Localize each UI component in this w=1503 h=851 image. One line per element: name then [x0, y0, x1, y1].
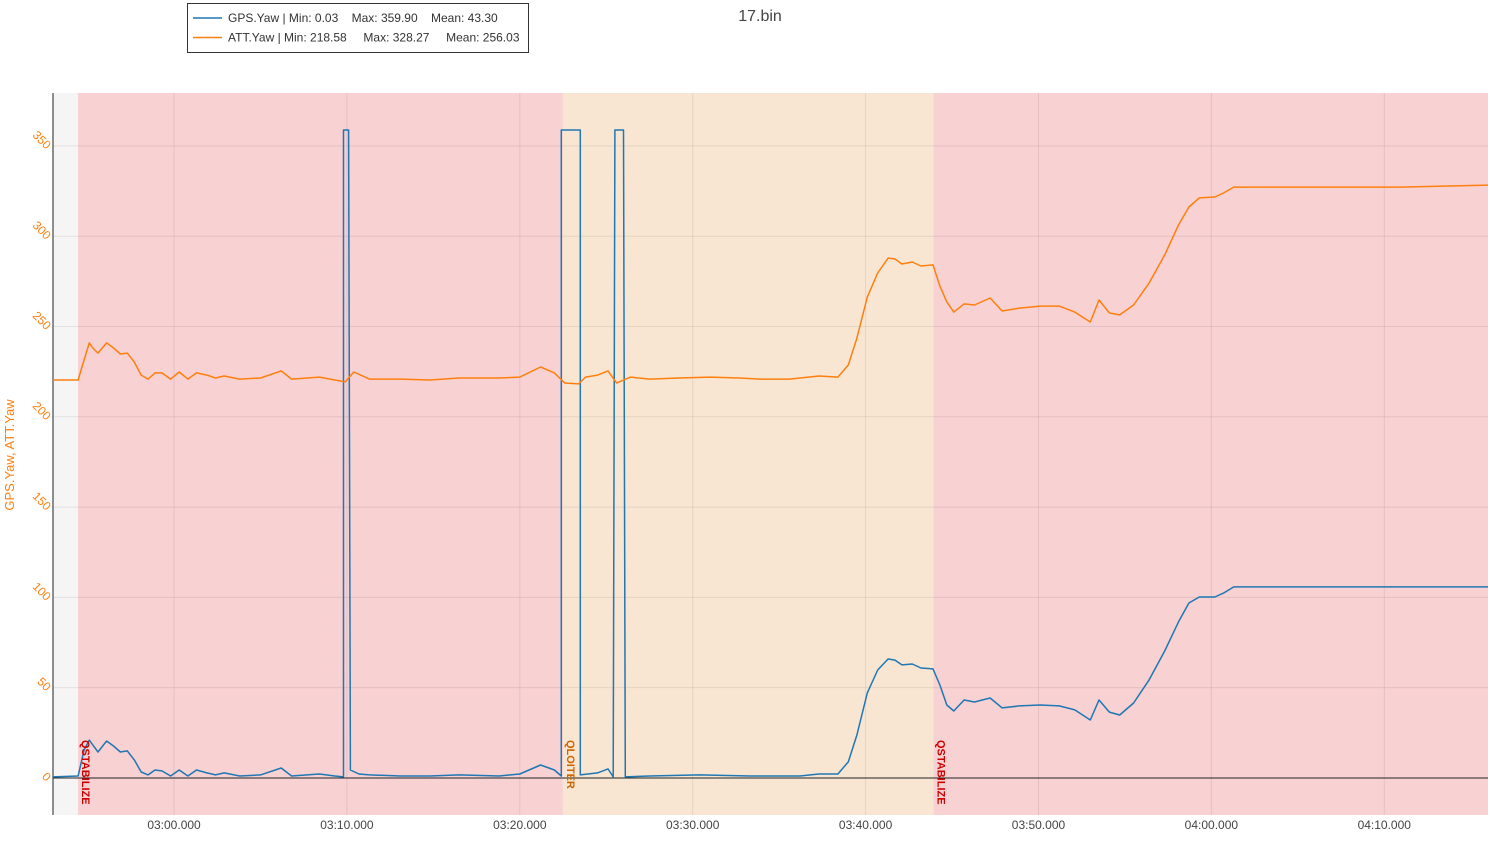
- y-tick-label: 350: [30, 128, 54, 152]
- x-tick-label: 03:50.000: [1012, 818, 1066, 832]
- x-tick-label: 03:40.000: [839, 818, 893, 832]
- y-tick-label: 100: [30, 579, 54, 603]
- y-tick-label: 50: [34, 674, 54, 694]
- x-tick-label: 04:10.000: [1358, 818, 1412, 832]
- y-tick-label: 300: [30, 218, 54, 242]
- y-tick-label: 200: [30, 399, 54, 423]
- x-tick-label: 03:20.000: [493, 818, 547, 832]
- x-tick-label: 04:00.000: [1185, 818, 1239, 832]
- y-tick-label: 0: [39, 769, 54, 784]
- series-line: [53, 184, 1489, 385]
- chart-title: 17.bin: [738, 8, 782, 25]
- y-tick-label: 150: [30, 489, 54, 513]
- mode-label: QSTABILIZE: [935, 740, 947, 805]
- mode-band: [562, 93, 934, 815]
- mode-label: QLOITER: [564, 740, 576, 789]
- mode-band: [78, 93, 563, 815]
- x-tick-label: 03:30.000: [666, 818, 720, 832]
- legend-label: GPS.Yaw | Min: 0.03 Max: 359.90 Mean: 43…: [228, 11, 498, 25]
- series-line: [52, 129, 1488, 778]
- legend-label: ATT.Yaw | Min: 218.58 Max: 328.27 Mean: …: [228, 31, 520, 45]
- mode-label: QSTABILIZE: [79, 740, 91, 805]
- legend-box: [187, 3, 529, 53]
- y-tick-label: 250: [30, 309, 54, 333]
- y-axis-label: GPS.Yaw, ATT.Yaw: [2, 399, 17, 511]
- mode-band: [933, 93, 1488, 815]
- x-tick-label: 03:10.000: [320, 818, 374, 832]
- x-tick-label: 03:00.000: [147, 818, 201, 832]
